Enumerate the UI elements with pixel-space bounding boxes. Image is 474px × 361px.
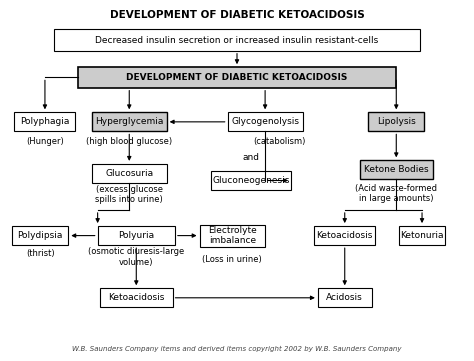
FancyBboxPatch shape [368, 112, 424, 131]
Text: Lipolysis: Lipolysis [377, 117, 416, 126]
Text: Gluconeogenesis: Gluconeogenesis [212, 176, 290, 185]
FancyBboxPatch shape [360, 160, 433, 179]
Text: Ketoacidosis: Ketoacidosis [108, 293, 164, 302]
Text: (thrist): (thrist) [26, 249, 55, 258]
FancyBboxPatch shape [12, 226, 68, 245]
Text: Ketoacidosis: Ketoacidosis [317, 231, 373, 240]
FancyBboxPatch shape [314, 226, 375, 245]
FancyBboxPatch shape [55, 30, 419, 51]
FancyBboxPatch shape [200, 225, 265, 247]
Text: (excess glucose
spills into urine): (excess glucose spills into urine) [95, 185, 163, 204]
Text: (high blood glucose): (high blood glucose) [86, 137, 173, 146]
Text: (Acid waste-formed
in large amounts): (Acid waste-formed in large amounts) [356, 184, 438, 203]
Text: W.B. Saunders Company items and derived items copyright 2002 by W.B. Saunders Co: W.B. Saunders Company items and derived … [72, 346, 402, 352]
Text: DEVELOPMENT OF DIABETIC KETOACIDOSIS: DEVELOPMENT OF DIABETIC KETOACIDOSIS [109, 10, 365, 20]
Text: Decreased insulin secretion or increased insulin resistant-cells: Decreased insulin secretion or increased… [95, 36, 379, 45]
FancyBboxPatch shape [228, 112, 302, 131]
Text: (Hunger): (Hunger) [26, 137, 64, 146]
FancyBboxPatch shape [92, 112, 167, 131]
FancyBboxPatch shape [399, 226, 446, 245]
FancyBboxPatch shape [211, 171, 291, 190]
Text: Glycogenolysis: Glycogenolysis [231, 117, 299, 126]
Text: (Loss in urine): (Loss in urine) [202, 255, 262, 264]
FancyBboxPatch shape [98, 226, 175, 245]
Text: Hyperglycemia: Hyperglycemia [95, 117, 164, 126]
Text: Ketonuria: Ketonuria [400, 231, 444, 240]
Text: Polydipsia: Polydipsia [18, 231, 63, 240]
Text: (catabolism): (catabolism) [253, 137, 305, 146]
Text: DEVELOPMENT OF DIABETIC KETOACIDOSIS: DEVELOPMENT OF DIABETIC KETOACIDOSIS [126, 73, 348, 82]
Text: (osmotic diuresis-large
volume): (osmotic diuresis-large volume) [88, 247, 184, 267]
Text: Electrolyte
imbalance: Electrolyte imbalance [208, 226, 257, 245]
FancyBboxPatch shape [15, 112, 75, 131]
Text: Polyuria: Polyuria [118, 231, 155, 240]
Text: Glucosuria: Glucosuria [105, 169, 153, 178]
FancyBboxPatch shape [100, 288, 173, 308]
Text: Polyphagia: Polyphagia [20, 117, 70, 126]
FancyBboxPatch shape [318, 288, 372, 308]
FancyBboxPatch shape [78, 67, 396, 88]
FancyBboxPatch shape [92, 164, 167, 183]
Text: Ketone Bodies: Ketone Bodies [364, 165, 428, 174]
Text: Acidosis: Acidosis [327, 293, 363, 302]
Text: and: and [243, 153, 260, 162]
